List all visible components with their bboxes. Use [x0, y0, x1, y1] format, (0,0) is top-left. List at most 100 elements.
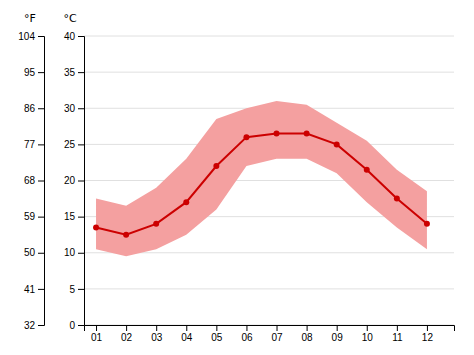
y-tick-mark [78, 108, 84, 109]
x-tick-mark [156, 325, 157, 331]
x-tick-label: 11 [392, 332, 403, 343]
x-axis: 010203040506070809101112 [85, 325, 455, 343]
y-tick: 15 [64, 211, 84, 222]
y2-tick-mark [38, 253, 44, 254]
point [274, 131, 280, 137]
y-tick-label: 15 [64, 211, 76, 222]
point [334, 141, 340, 147]
y-tick-label: 20 [64, 175, 76, 186]
y-tick-label: 10 [64, 247, 76, 258]
y-tick-mark [78, 144, 84, 145]
x-tick: 02 [121, 325, 133, 343]
y2-tick-mark [38, 72, 44, 73]
point [424, 221, 430, 227]
x-tick-mark [126, 325, 127, 331]
y2-tick: 104 [18, 31, 44, 42]
x-tick: 08 [302, 325, 314, 343]
y2-tick-label: 86 [24, 103, 36, 114]
y-axis: 0 5 10 15 20 25 30 35 40 [64, 31, 85, 331]
y-tick-mark [78, 325, 84, 326]
y2-tick-mark [38, 36, 44, 37]
y-tick-mark [78, 72, 84, 73]
x-tick-mark [246, 325, 247, 331]
x-tick-mark [367, 325, 368, 331]
average-line [96, 134, 427, 235]
x-tick-label: 02 [121, 332, 133, 343]
x-tick-mark [307, 325, 308, 331]
y2-tick-label: 41 [24, 284, 36, 295]
y-tick-label: 35 [64, 67, 76, 78]
y-tick: 40 [64, 31, 84, 42]
y2-tick: 50 [24, 247, 44, 258]
x-tick-label: 05 [211, 332, 223, 343]
grid-line [84, 288, 454, 289]
point [183, 199, 189, 205]
y-tick: 25 [64, 139, 84, 150]
y2-tick-label: 104 [18, 31, 35, 42]
x-tick-mark [96, 325, 97, 331]
y-tick-label: 30 [64, 103, 76, 114]
y-tick-mark [78, 289, 84, 290]
y-axis-title: °C [63, 12, 77, 25]
y-tick: 5 [69, 284, 84, 295]
point [123, 232, 129, 238]
y-tick-mark [78, 181, 84, 182]
y2-tick-label: 95 [24, 67, 36, 78]
x-tick-label: 04 [181, 332, 193, 343]
y-axis-line [78, 37, 85, 326]
point [364, 167, 370, 173]
x-tick-label: 08 [302, 332, 314, 343]
y2-tick: 32 [24, 320, 44, 331]
x-tick: 01 [91, 325, 103, 343]
x-tick: 12 [422, 325, 434, 343]
y2-tick-label: 50 [24, 247, 36, 258]
point [93, 224, 99, 230]
x-tick-mark [277, 325, 278, 331]
x-tick-mark [216, 325, 217, 331]
y-tick: 35 [64, 67, 84, 78]
y2-tick-mark [38, 325, 44, 326]
y2-tick: 59 [24, 211, 44, 222]
y-tick-label: 0 [69, 320, 75, 331]
point [153, 221, 159, 227]
x-tick: 11 [392, 325, 403, 343]
y2-axis-title: °F [24, 12, 36, 25]
y-tick-mark [78, 217, 84, 218]
y2-tick: 68 [24, 175, 44, 186]
y-tick: 20 [64, 175, 84, 186]
y-tick-label: 5 [69, 284, 75, 295]
y2-tick: 41 [24, 284, 44, 295]
plot: 0102030405060708091011120510152025303540… [18, 12, 454, 343]
y2-tick-mark [38, 108, 44, 109]
y2-tick: 95 [24, 67, 44, 78]
x-tick-label: 01 [91, 332, 103, 343]
range-band [96, 101, 427, 256]
y2-axis: 32 41 50 59 68 77 86 95 104 [18, 31, 44, 331]
x-tick-mark [397, 325, 398, 331]
y2-tick: 86 [24, 103, 44, 114]
y-tick-label: 25 [64, 139, 76, 150]
point [394, 196, 400, 202]
x-tick-label: 03 [151, 332, 163, 343]
y2-tick: 77 [24, 139, 44, 150]
x-tick-mark [427, 325, 428, 331]
y2-tick-mark [38, 289, 44, 290]
y-tick-mark [78, 36, 84, 37]
chart: 0102030405060708091011120510152025303540… [0, 0, 474, 355]
y2-tick-label: 77 [24, 139, 36, 150]
x-tick-label: 12 [422, 332, 434, 343]
grid-line [84, 36, 454, 37]
y2-tick-label: 59 [24, 211, 36, 222]
y2-axis-line [38, 37, 45, 326]
x-tick: 06 [241, 325, 253, 343]
marks [93, 101, 430, 256]
y-tick: 0 [69, 320, 84, 331]
y2-tick-mark [38, 144, 44, 145]
grid-line [84, 72, 454, 73]
x-tick: 04 [181, 325, 193, 343]
y-tick-label: 40 [64, 31, 76, 42]
y-tick: 10 [64, 247, 84, 258]
y-tick: 30 [64, 103, 84, 114]
x-tick-label: 07 [271, 332, 283, 343]
x-tick-label: 09 [332, 332, 344, 343]
